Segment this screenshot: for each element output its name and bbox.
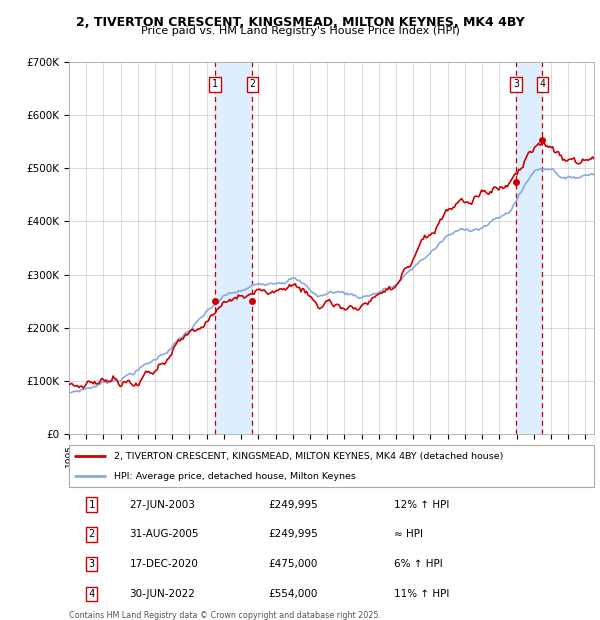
Text: Contains HM Land Registry data © Crown copyright and database right 2025.
This d: Contains HM Land Registry data © Crown c…: [69, 611, 381, 620]
Text: 2, TIVERTON CRESCENT, KINGSMEAD, MILTON KEYNES, MK4 4BY (detached house): 2, TIVERTON CRESCENT, KINGSMEAD, MILTON …: [113, 452, 503, 461]
Text: 6% ↑ HPI: 6% ↑ HPI: [395, 559, 443, 569]
Text: 4: 4: [88, 589, 95, 599]
Bar: [215, 62, 253, 434]
Text: 30-JUN-2022: 30-JUN-2022: [130, 589, 195, 599]
Text: 4: 4: [539, 79, 545, 89]
Text: Price paid vs. HM Land Registry's House Price Index (HPI): Price paid vs. HM Land Registry's House …: [140, 26, 460, 36]
Text: 3: 3: [513, 79, 519, 89]
Text: £554,000: £554,000: [269, 589, 318, 599]
Text: 17-DEC-2020: 17-DEC-2020: [130, 559, 198, 569]
Text: 2: 2: [88, 529, 95, 539]
Text: 3: 3: [88, 559, 95, 569]
Text: 27-JUN-2003: 27-JUN-2003: [130, 500, 195, 510]
Bar: [516, 62, 542, 434]
Text: £249,995: £249,995: [269, 529, 318, 539]
Text: £475,000: £475,000: [269, 559, 318, 569]
Text: HPI: Average price, detached house, Milton Keynes: HPI: Average price, detached house, Milt…: [113, 472, 355, 480]
Text: 1: 1: [88, 500, 95, 510]
Text: 1: 1: [212, 79, 218, 89]
Text: 2, TIVERTON CRESCENT, KINGSMEAD, MILTON KEYNES, MK4 4BY: 2, TIVERTON CRESCENT, KINGSMEAD, MILTON …: [76, 16, 524, 29]
Text: £249,995: £249,995: [269, 500, 318, 510]
Text: ≈ HPI: ≈ HPI: [395, 529, 424, 539]
Text: 11% ↑ HPI: 11% ↑ HPI: [395, 589, 450, 599]
Text: 31-AUG-2005: 31-AUG-2005: [130, 529, 199, 539]
Text: 12% ↑ HPI: 12% ↑ HPI: [395, 500, 450, 510]
Text: 2: 2: [250, 79, 256, 89]
